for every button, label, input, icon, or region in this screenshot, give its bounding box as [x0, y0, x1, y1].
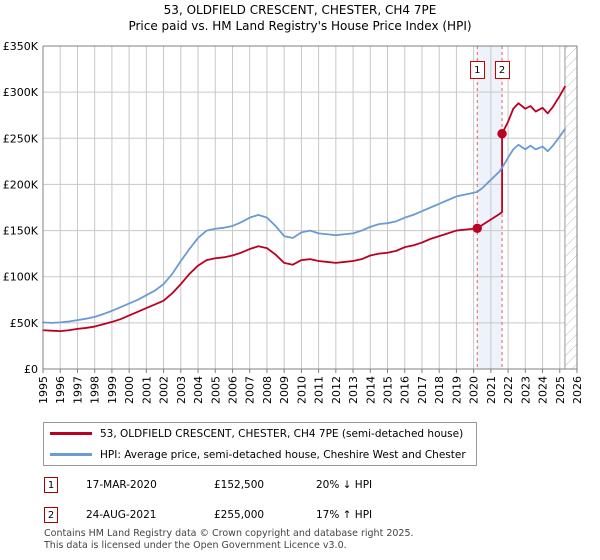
svg-text:2010: 2010 — [295, 376, 308, 404]
chart-subtitle: Price paid vs. HM Land Registry's House … — [128, 19, 472, 33]
svg-text:2009: 2009 — [278, 376, 291, 404]
svg-text:£100K: £100K — [3, 271, 39, 284]
svg-text:2023: 2023 — [519, 376, 532, 404]
transaction-hpi-delta-1: 20% ↓ HPI — [316, 479, 373, 491]
svg-text:1999: 1999 — [106, 376, 119, 404]
svg-text:£200K: £200K — [3, 178, 39, 191]
annotation-marker-2[interactable]: 2 — [494, 61, 510, 79]
svg-text:2018: 2018 — [433, 376, 446, 404]
transaction-date-2: 24-AUG-2021 — [86, 509, 157, 521]
svg-text:2020: 2020 — [468, 376, 481, 404]
svg-text:2007: 2007 — [244, 376, 257, 404]
footer-licence: This data is licensed under the Open Gov… — [44, 539, 347, 551]
page-title: 53, OLDFIELD CRESCENT, CHESTER, CH4 7PE — [163, 3, 437, 17]
svg-text:£0: £0 — [24, 363, 38, 376]
transaction-price-2: £255,000 — [214, 509, 265, 521]
svg-text:2000: 2000 — [123, 376, 136, 404]
legend-swatch-hpi — [50, 453, 92, 456]
svg-text:2002: 2002 — [158, 376, 171, 404]
svg-text:2025: 2025 — [554, 376, 567, 404]
svg-text:2001: 2001 — [140, 376, 153, 404]
chart-title-block: 53, OLDFIELD CRESCENT, CHESTER, CH4 7PE … — [0, 2, 600, 34]
svg-text:1998: 1998 — [89, 376, 102, 404]
price-history-chart: £0 £50K £100K £150K £200K £250K £300K £350K 1995… — [3, 40, 584, 404]
svg-text:£250K: £250K — [3, 132, 39, 145]
legend-item-price-paid: 53, OLDFIELD CRESCENT, CHESTER, CH4 7PE … — [44, 423, 476, 444]
svg-text:1997: 1997 — [71, 376, 84, 404]
footer-attribution: Contains HM Land Registry data © Crown c… — [44, 528, 564, 551]
svg-text:2017: 2017 — [416, 376, 429, 404]
legend-swatch-price-paid — [50, 432, 92, 435]
svg-text:2004: 2004 — [192, 376, 205, 404]
svg-text:2015: 2015 — [382, 376, 395, 404]
legend-label-hpi: HPI: Average price, semi-detached house,… — [100, 448, 466, 461]
transaction-price-1: £152,500 — [214, 479, 265, 491]
svg-text:2006: 2006 — [226, 376, 239, 404]
annotation-marker-1[interactable]: 1 — [469, 61, 485, 79]
transaction-date-1: 17-MAR-2020 — [86, 479, 157, 491]
svg-text:2008: 2008 — [261, 376, 274, 404]
svg-text:2012: 2012 — [330, 376, 343, 404]
svg-text:2024: 2024 — [537, 376, 550, 404]
legend-label-price-paid: 53, OLDFIELD CRESCENT, CHESTER, CH4 7PE … — [100, 427, 464, 440]
svg-text:1995: 1995 — [37, 376, 50, 404]
svg-text:2016: 2016 — [399, 376, 412, 404]
transaction-badge-1: 1 — [44, 477, 58, 493]
transaction-hpi-delta-2: 17% ↑ HPI — [316, 509, 373, 521]
svg-text:2003: 2003 — [175, 376, 188, 404]
transaction-row-2[interactable]: 2 24-AUG-2021 £255,000 17% ↑ HPI — [44, 504, 372, 526]
svg-text:£50K: £50K — [10, 317, 39, 330]
transaction-row-1[interactable]: 1 17-MAR-2020 £152,500 20% ↓ HPI — [44, 474, 372, 496]
svg-text:2005: 2005 — [209, 376, 222, 404]
svg-text:£350K: £350K — [3, 40, 39, 53]
footer-copyright: Contains HM Land Registry data © Crown c… — [44, 528, 414, 539]
svg-text:2014: 2014 — [364, 376, 377, 404]
svg-text:1996: 1996 — [54, 376, 67, 404]
legend-item-hpi: HPI: Average price, semi-detached house,… — [44, 444, 476, 465]
svg-text:2019: 2019 — [450, 376, 463, 404]
chart-legend: 53, OLDFIELD CRESCENT, CHESTER, CH4 7PE … — [43, 422, 477, 466]
transaction-badge-2: 2 — [44, 507, 58, 523]
svg-text:2021: 2021 — [485, 376, 498, 404]
svg-text:£150K: £150K — [3, 225, 39, 238]
svg-text:2026: 2026 — [571, 376, 584, 404]
svg-text:2011: 2011 — [313, 376, 326, 404]
svg-text:£300K: £300K — [3, 86, 39, 99]
svg-text:2022: 2022 — [502, 376, 515, 404]
svg-text:2013: 2013 — [347, 376, 360, 404]
